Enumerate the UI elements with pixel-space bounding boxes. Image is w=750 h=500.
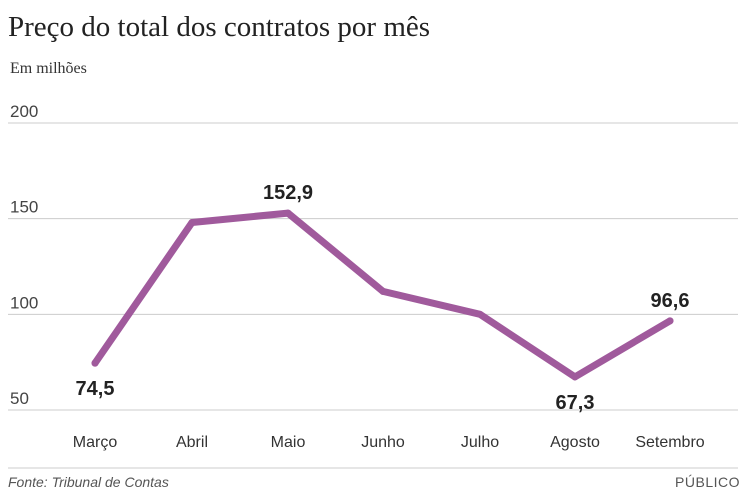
data-point xyxy=(284,209,292,217)
data-labels: 74,5 152,9 67,3 96,6 xyxy=(76,182,690,414)
data-point xyxy=(476,310,484,318)
data-point xyxy=(571,373,579,381)
source-note: Fonte: Tribunal de Contas xyxy=(8,474,169,490)
y-tick-label: 150 xyxy=(10,198,38,217)
data-point xyxy=(666,317,674,325)
series-layer xyxy=(91,209,674,381)
data-point xyxy=(91,359,99,367)
brand-logo: PÚBLICO xyxy=(675,474,740,490)
data-point xyxy=(188,218,196,226)
x-tick-label: Maio xyxy=(271,434,306,451)
data-point xyxy=(379,287,387,295)
x-tick-label: Agosto xyxy=(550,434,600,451)
x-tick-label: Março xyxy=(73,434,118,451)
chart-subtitle: Em milhões xyxy=(10,60,87,77)
y-axis-ticks: 200 150 100 50 xyxy=(10,102,38,408)
gridlines xyxy=(8,122,738,411)
series-line xyxy=(91,209,674,381)
x-tick-label: Julho xyxy=(461,434,499,451)
data-label: 152,9 xyxy=(263,182,313,204)
data-label: 67,3 xyxy=(556,392,595,414)
x-axis-ticks: Março Abril Maio Junho Julho Agosto Setembro xyxy=(73,434,705,451)
x-tick-label: Junho xyxy=(361,434,405,451)
y-tick-label: 50 xyxy=(10,389,29,408)
x-tick-label: Abril xyxy=(176,434,208,451)
data-label: 96,6 xyxy=(651,290,690,312)
data-label: 74,5 xyxy=(76,378,115,400)
y-tick-label: 100 xyxy=(10,293,38,312)
x-tick-label: Setembro xyxy=(635,434,704,451)
chart-title: Preço do total dos contratos por mês xyxy=(8,11,430,43)
y-tick-label: 200 xyxy=(10,102,38,121)
